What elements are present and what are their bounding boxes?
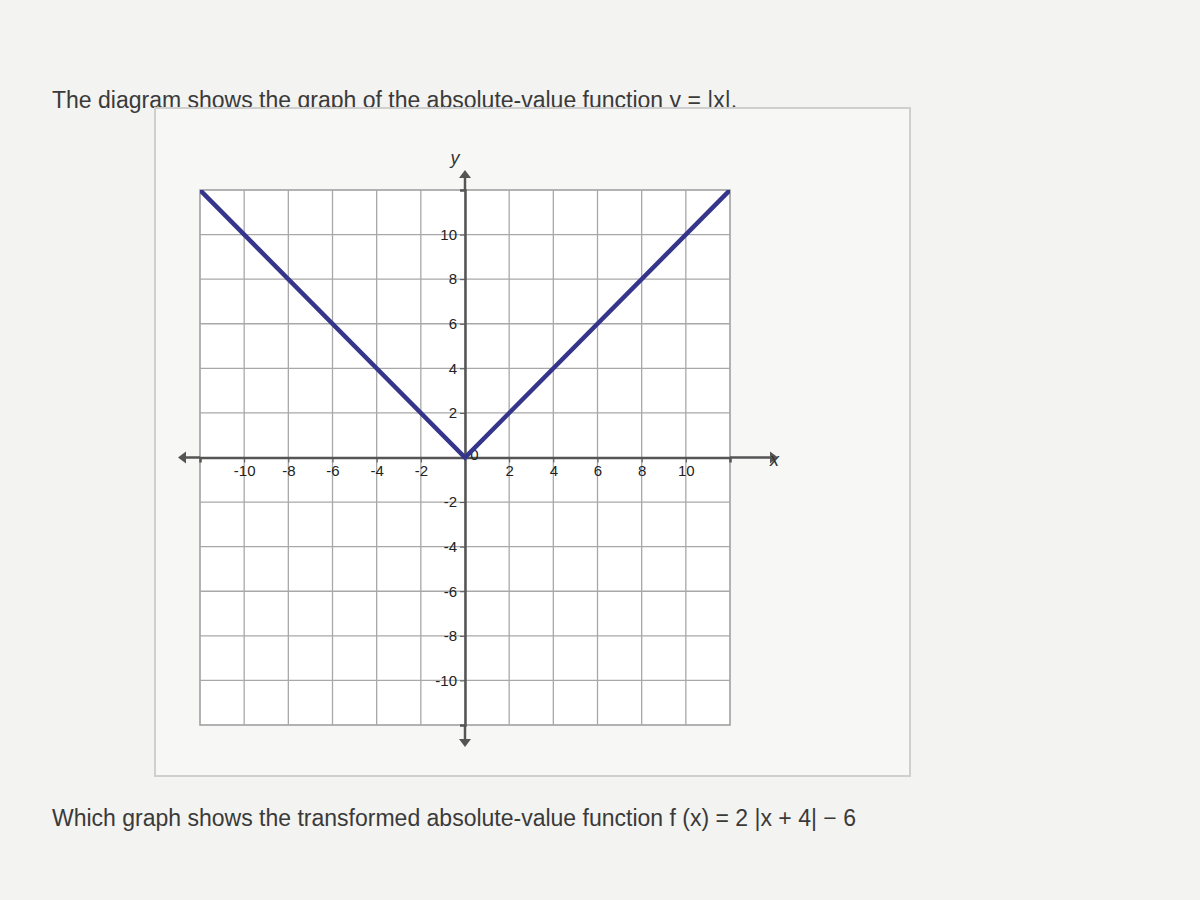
y-tick-mark: [460, 547, 465, 548]
y-tick: 10: [440, 226, 465, 243]
y-tick-mark: [460, 279, 465, 280]
canvas: The diagram shows the graph of the absol…: [0, 0, 1200, 900]
y-tick-label: 2: [449, 404, 457, 421]
x-tick: -4: [370, 458, 383, 480]
x-tick: 8: [638, 458, 646, 480]
x-tick: 4: [550, 458, 558, 480]
axis-extension: [730, 456, 770, 459]
y-tick: -2: [444, 493, 465, 510]
y-tick: -10: [435, 672, 465, 689]
x-tick-label: 2: [505, 462, 513, 479]
arrowhead: [178, 452, 186, 464]
y-tick: 8: [449, 270, 465, 287]
y-tick-mark: [460, 502, 465, 503]
x-tick-label: -2: [415, 462, 428, 479]
x-tick: -8: [282, 458, 295, 480]
x-tick: 6: [594, 458, 602, 480]
x-tick-label: 8: [638, 462, 646, 479]
axis-arrows: [178, 170, 778, 747]
x-tick: 10: [678, 458, 695, 480]
y-tick: 4: [449, 360, 465, 377]
x-tick-label: 10: [678, 462, 695, 479]
y-axis-title: y: [449, 148, 461, 168]
y-tick-label: -2: [444, 493, 457, 510]
y-tick-mark: [460, 591, 465, 592]
x-axis-title: x: [769, 450, 780, 470]
background: [0, 0, 1200, 900]
x-tick-label: -8: [282, 462, 295, 479]
axis-extension: [186, 456, 200, 459]
y-tick-label: -10: [435, 672, 457, 689]
panel: [155, 108, 910, 776]
y-tick-mark: [460, 680, 465, 681]
x-tick-label: -6: [326, 462, 339, 479]
plot-frame: [200, 190, 730, 725]
plot-area: [200, 190, 730, 458]
x-tick: -10: [234, 458, 256, 480]
x-tick: -6: [326, 458, 339, 480]
y-tick: -6: [444, 583, 465, 600]
y-tick-mark: [460, 413, 465, 414]
grid: [200, 190, 730, 725]
y-axis: -10 -8 -6 -4 -2 2 4 6 8 10: [435, 191, 465, 726]
y-tick-label: 8: [449, 270, 457, 287]
arrowhead: [459, 739, 471, 747]
x-tick-label: 4: [550, 462, 558, 479]
y-tick: -4: [444, 538, 465, 555]
y-tick-mark: [460, 636, 465, 637]
y-tick-label: -6: [444, 583, 457, 600]
axis-extension: [464, 725, 467, 739]
arrowhead: [459, 170, 471, 178]
x-tick-label: 6: [594, 462, 602, 479]
question: Which graph shows the transformed absolu…: [52, 805, 856, 831]
y-tick-mark: [460, 235, 465, 236]
y-tick-label: -4: [444, 538, 457, 555]
y-tick: -8: [444, 627, 465, 644]
x-tick: -2: [415, 458, 428, 480]
y-tick: 2: [449, 404, 465, 421]
y-tick-label: 10: [440, 226, 457, 243]
y-tick-label: 6: [449, 315, 457, 332]
x-tick-label: -10: [234, 462, 256, 479]
y-tick-mark: [460, 324, 465, 325]
y-tick-mark: [460, 368, 465, 369]
axis-extension: [464, 178, 467, 190]
y-tick-label: 4: [449, 360, 457, 377]
y-tick: 6: [449, 315, 465, 332]
series-line: [200, 190, 730, 458]
y-tick-label: -8: [444, 627, 457, 644]
x-tick: 2: [505, 458, 513, 480]
x-tick-label: -4: [370, 462, 383, 479]
